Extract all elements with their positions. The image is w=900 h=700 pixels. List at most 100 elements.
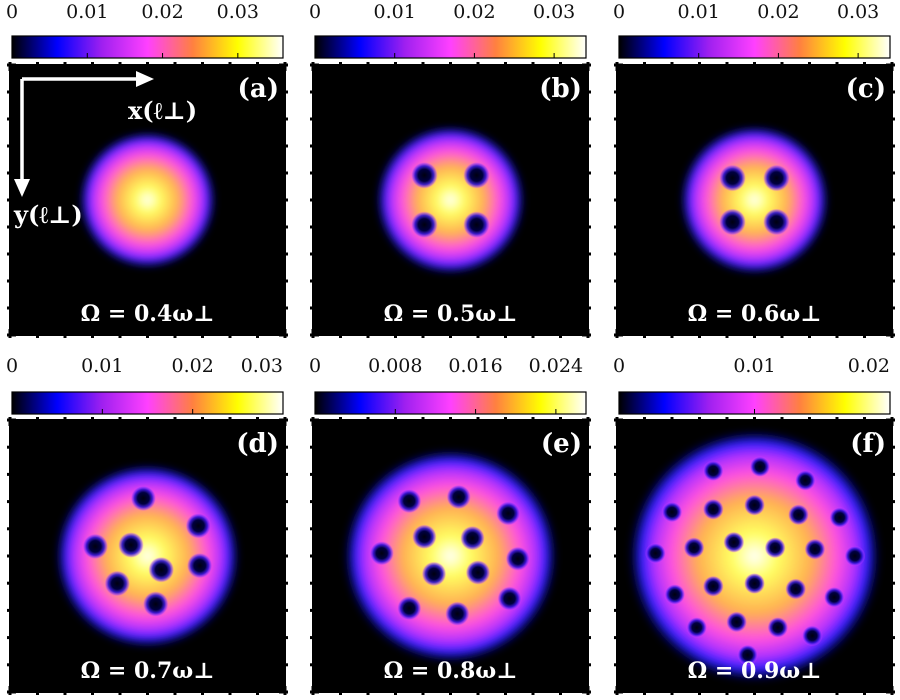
vortex-f-20 — [726, 611, 748, 633]
colorbar-tick-label-f-0: 0 — [613, 355, 625, 377]
x-arrowhead — [136, 71, 154, 87]
panel-label-f: (f) — [850, 429, 886, 459]
frame-ticks-b — [310, 62, 591, 338]
colorbar-tick-label-d-0: 0 — [6, 355, 18, 377]
panel-e: 0 0.008 0.016 0.024 (e) Ω = 0.8ω⊥ — [309, 355, 591, 695]
vortex-c-3 — [763, 208, 790, 236]
colorbar-tick-label-d-1: 0.01 — [81, 355, 123, 377]
vortex-f-15 — [702, 575, 724, 597]
vortex-b-2 — [410, 211, 438, 239]
vortex-f-19 — [686, 617, 708, 638]
vortex-c-1 — [763, 164, 790, 192]
vortex-d-2 — [82, 533, 109, 560]
vortex-f-18 — [823, 586, 845, 608]
y-axis-label: y(ℓ⊥) — [13, 200, 83, 229]
vortex-f-10 — [723, 531, 745, 553]
colorbar-tick-label-b-3: 0.03 — [533, 1, 575, 23]
colorbar-tick-label-f-1: 0.01 — [733, 355, 775, 377]
vortex-e-4 — [412, 524, 437, 549]
frame-ticks-a — [7, 62, 288, 338]
vortex-d-4 — [148, 556, 175, 583]
vortex-c-0 — [719, 164, 746, 192]
vortex-f-12 — [804, 538, 826, 560]
y-arrowhead — [14, 179, 30, 197]
vortex-f-4 — [702, 498, 724, 520]
vortex-f-0 — [702, 460, 724, 482]
vortex-b-3 — [463, 211, 491, 239]
vortex-f-7 — [829, 507, 851, 528]
vortex-f-1 — [749, 456, 771, 478]
vortex-f-2 — [794, 469, 816, 491]
vortex-f-13 — [844, 545, 866, 567]
colorbar-tick-label-b-0: 0 — [309, 1, 321, 23]
colorbar-tick-label-e-0: 0 — [309, 355, 321, 377]
vortex-e-5 — [460, 525, 485, 551]
vortex-e-0 — [397, 488, 422, 514]
colorbar-e — [314, 391, 587, 415]
vortex-c-2 — [719, 208, 746, 236]
panel-label-c: (c) — [846, 74, 886, 104]
frame-ticks-f — [614, 417, 895, 695]
vortex-f-16 — [744, 573, 765, 594]
vortex-e-11 — [497, 586, 522, 611]
vortex-f-9 — [683, 537, 705, 559]
vortex-d-0 — [130, 485, 157, 512]
omega-label-e: Ω = 0.8ω⊥ — [384, 658, 518, 684]
colorbar-tick-label-e-2: 0.016 — [448, 355, 502, 377]
omega-label-c: Ω = 0.6ω⊥ — [688, 301, 822, 327]
vortex-d-3 — [118, 532, 144, 558]
colorbar-tick-label-e-1: 0.008 — [368, 355, 422, 377]
colorbar-tick-label-c-1: 0.01 — [678, 1, 720, 23]
frame-ticks-c — [614, 62, 895, 338]
vortex-f-17 — [785, 578, 807, 600]
condensate-cloud-c — [680, 125, 829, 275]
vortex-b-1 — [463, 161, 491, 189]
vortex-f-11 — [764, 537, 786, 559]
omega-label-d: Ω = 0.7ω⊥ — [81, 658, 215, 684]
panel-label-b: (b) — [539, 74, 582, 104]
colorbar-tick-label-d-2: 0.02 — [172, 355, 214, 377]
vortex-f-8 — [645, 542, 666, 564]
vortex-e-10 — [445, 601, 470, 626]
omega-label-b: Ω = 0.5ω⊥ — [384, 301, 518, 327]
x-axis-label: x(ℓ⊥) — [128, 96, 197, 125]
panel-f: 0 0.01 0.02 (f) Ω = 0.9ω⊥ — [613, 355, 895, 695]
panel-a: 0 0.01 0.02 0.03 (a) Ω = 0.4ω⊥ — [6, 1, 288, 338]
colorbar-tick-label-c-2: 0.02 — [757, 1, 799, 23]
colorbar-a — [11, 35, 284, 59]
colorbar-tick-label-a-1: 0.01 — [66, 1, 108, 23]
vortex-f-5 — [744, 494, 765, 516]
vortex-f-3 — [661, 501, 683, 523]
panel-d: 0 0.01 0.02 0.03 (d) Ω = 0.7ω⊥ — [6, 355, 288, 695]
omega-label-f: Ω = 0.9ω⊥ — [688, 658, 822, 684]
vortex-f-14 — [664, 584, 686, 605]
vortex-d-5 — [186, 552, 213, 579]
vortex-e-9 — [397, 596, 422, 621]
colorbar-tick-label-c-0: 0 — [613, 1, 625, 23]
vortex-d-6 — [104, 570, 131, 597]
colorbar-tick-label-a-2: 0.02 — [141, 1, 183, 23]
panel-label-a: (a) — [238, 74, 279, 104]
frame-ticks-d — [7, 417, 288, 695]
vortex-e-3 — [369, 541, 394, 566]
colorbar-b — [314, 35, 587, 59]
colorbar-tick-label-e-3: 0.024 — [529, 355, 583, 377]
vortex-e-6 — [421, 561, 447, 587]
colorbar-tick-label-b-1: 0.01 — [374, 1, 416, 23]
omega-label-a: Ω = 0.4ω⊥ — [81, 301, 215, 327]
colorbar-d — [11, 391, 284, 415]
colorbar-tick-label-f-2: 0.02 — [848, 355, 890, 377]
frame-ticks-e — [310, 417, 591, 695]
panel-label-d: (d) — [236, 429, 279, 459]
colorbar-tick-label-a-3: 0.03 — [217, 1, 259, 23]
vortex-d-7 — [142, 591, 169, 617]
vortex-b-0 — [410, 161, 438, 189]
colorbar-tick-label-d-3: 0.03 — [241, 355, 283, 377]
panel-label-e: (e) — [541, 429, 582, 459]
colorbar-tick-label-b-2: 0.02 — [453, 1, 495, 23]
colorbar-tick-label-c-3: 0.03 — [837, 1, 879, 23]
vortex-e-1 — [446, 484, 471, 510]
vortex-e-8 — [505, 546, 531, 571]
condensate-cloud-b — [376, 125, 525, 275]
